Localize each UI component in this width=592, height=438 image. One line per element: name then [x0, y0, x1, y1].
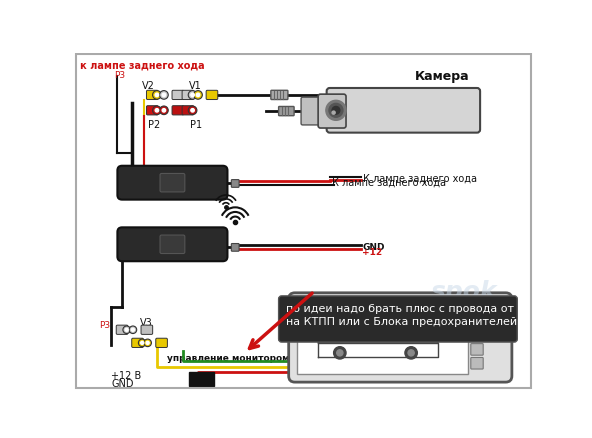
FancyBboxPatch shape	[160, 235, 185, 254]
FancyBboxPatch shape	[471, 344, 483, 355]
FancyBboxPatch shape	[231, 244, 239, 251]
Text: V1: V1	[189, 81, 201, 91]
Circle shape	[129, 326, 137, 333]
FancyBboxPatch shape	[189, 372, 214, 386]
Text: К лампе заднего хода: К лампе заднего хода	[363, 174, 477, 184]
FancyBboxPatch shape	[117, 227, 227, 261]
FancyBboxPatch shape	[289, 293, 512, 382]
Circle shape	[197, 93, 200, 97]
Text: на КТПП или с Блока предохранителей: на КТПП или с Блока предохранителей	[287, 318, 517, 328]
FancyBboxPatch shape	[146, 90, 158, 99]
Text: GND: GND	[111, 379, 134, 389]
Polygon shape	[318, 343, 438, 357]
Text: Камера: Камера	[415, 70, 469, 82]
Text: P2: P2	[149, 120, 160, 131]
Text: P1: P1	[190, 120, 202, 131]
FancyBboxPatch shape	[132, 338, 143, 347]
FancyBboxPatch shape	[182, 90, 194, 99]
Text: по идеи надо брать плюс с провода от датчика: по идеи надо брать плюс с провода от дат…	[287, 304, 567, 314]
Text: к лампе заднего хода: к лампе заднего хода	[80, 60, 205, 70]
Circle shape	[125, 328, 128, 331]
Circle shape	[123, 326, 130, 333]
Text: +12 В: +12 В	[111, 371, 141, 381]
Text: GND: GND	[362, 243, 385, 252]
Circle shape	[144, 339, 152, 346]
Circle shape	[194, 91, 202, 99]
Text: V3: V3	[140, 318, 153, 328]
FancyBboxPatch shape	[271, 90, 288, 99]
Text: V2: V2	[142, 81, 155, 91]
FancyBboxPatch shape	[471, 316, 483, 328]
Circle shape	[326, 100, 346, 120]
Text: P3: P3	[114, 71, 126, 80]
Circle shape	[160, 106, 168, 115]
FancyBboxPatch shape	[279, 296, 517, 342]
Circle shape	[153, 91, 161, 99]
FancyBboxPatch shape	[471, 330, 483, 341]
FancyBboxPatch shape	[206, 90, 218, 99]
Circle shape	[141, 341, 144, 344]
Circle shape	[332, 106, 340, 114]
Polygon shape	[361, 328, 405, 337]
FancyBboxPatch shape	[301, 97, 324, 125]
FancyBboxPatch shape	[172, 106, 184, 115]
FancyBboxPatch shape	[116, 325, 128, 334]
Circle shape	[160, 91, 168, 99]
FancyBboxPatch shape	[146, 106, 158, 115]
Text: +12: +12	[362, 248, 382, 257]
Circle shape	[337, 350, 343, 356]
FancyBboxPatch shape	[327, 88, 480, 133]
FancyBboxPatch shape	[141, 325, 153, 334]
Circle shape	[162, 93, 166, 97]
Circle shape	[146, 341, 149, 344]
FancyBboxPatch shape	[172, 90, 184, 99]
Circle shape	[188, 106, 197, 115]
FancyBboxPatch shape	[297, 301, 468, 374]
Circle shape	[188, 91, 197, 99]
FancyBboxPatch shape	[471, 357, 483, 369]
Circle shape	[191, 93, 194, 97]
FancyBboxPatch shape	[231, 180, 239, 187]
Circle shape	[139, 339, 146, 346]
Circle shape	[162, 109, 166, 112]
Text: spok: spok	[430, 280, 497, 304]
Circle shape	[332, 111, 335, 114]
Circle shape	[153, 106, 161, 115]
Circle shape	[334, 347, 346, 359]
FancyBboxPatch shape	[279, 106, 294, 116]
FancyBboxPatch shape	[318, 94, 346, 128]
Polygon shape	[340, 328, 358, 341]
Circle shape	[155, 109, 159, 112]
Circle shape	[329, 103, 343, 117]
Polygon shape	[318, 326, 438, 343]
FancyBboxPatch shape	[156, 338, 168, 347]
Text: P3: P3	[99, 321, 111, 329]
FancyBboxPatch shape	[160, 173, 185, 192]
FancyBboxPatch shape	[117, 166, 227, 200]
Text: управление монитором к P3: управление монитором к P3	[167, 354, 315, 364]
Circle shape	[191, 109, 194, 112]
FancyBboxPatch shape	[182, 106, 194, 115]
Text: К лампе заднего хода: К лампе заднего хода	[332, 178, 446, 188]
Circle shape	[408, 350, 414, 356]
Circle shape	[405, 347, 417, 359]
Circle shape	[155, 93, 159, 97]
Circle shape	[131, 328, 134, 331]
